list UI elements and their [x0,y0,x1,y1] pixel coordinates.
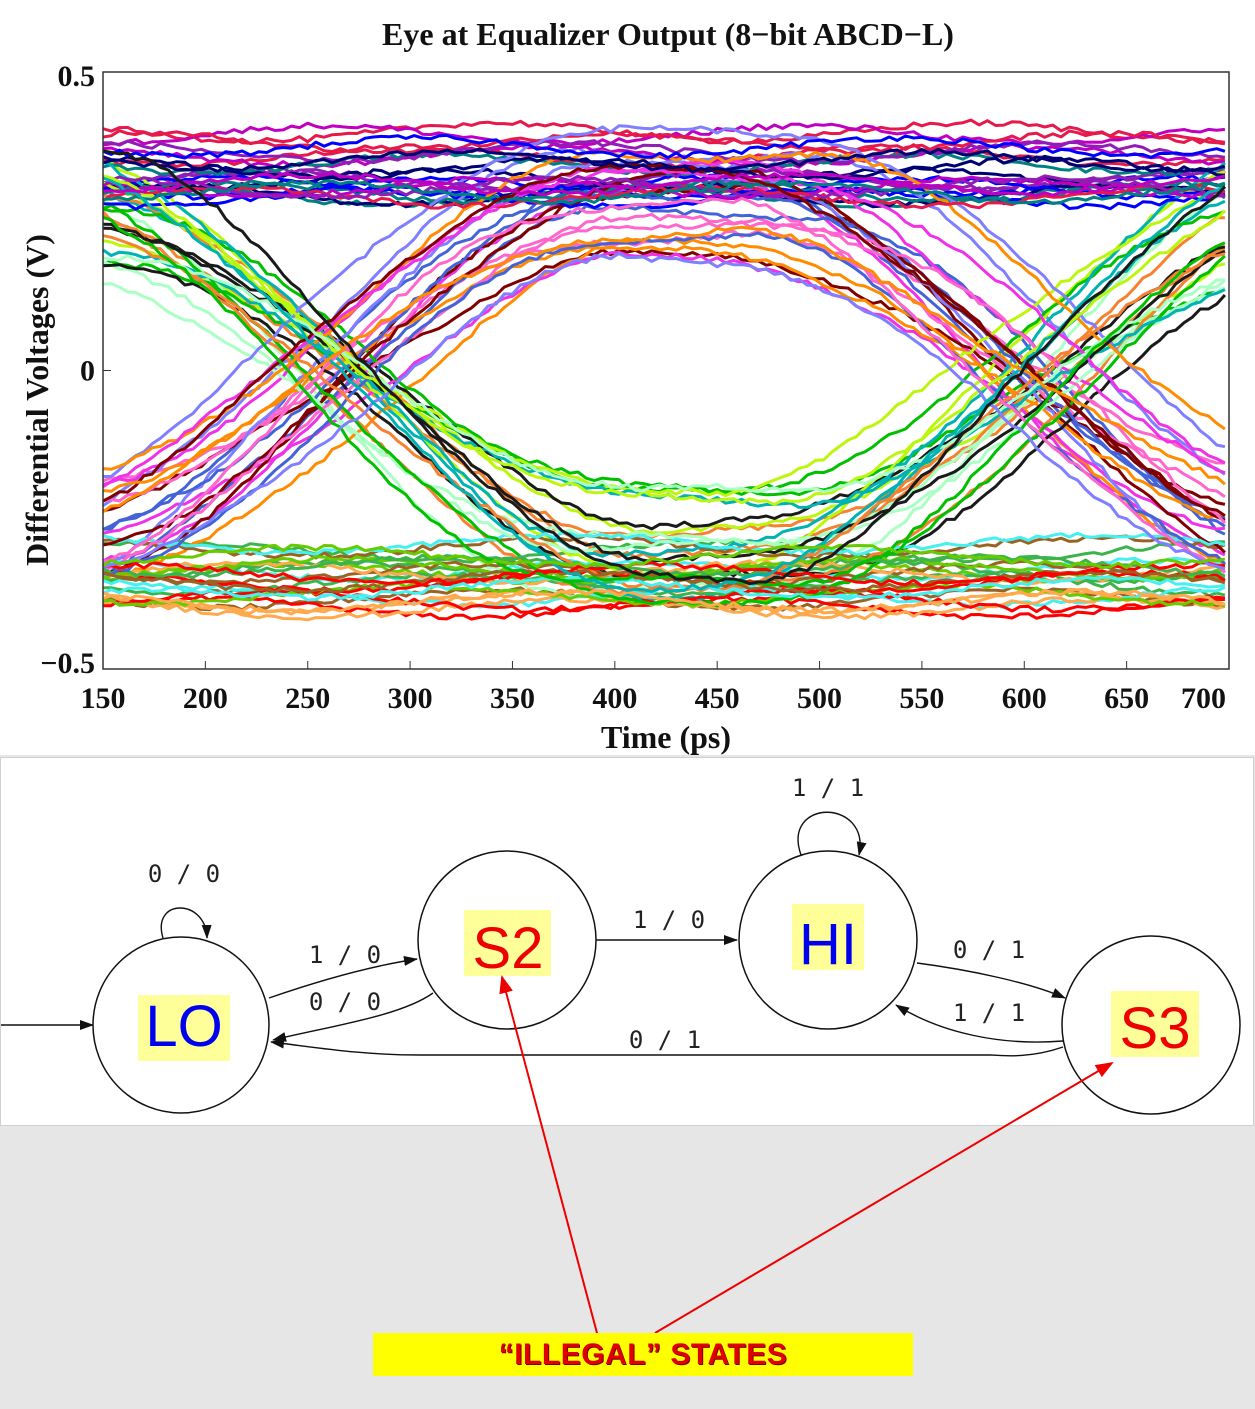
x-axis-label: Time (ps) [601,719,731,755]
eye-diagram-panel: Eye at Equalizer Output (8−bit ABCD−L) 1… [0,0,1255,755]
state-label-highlight [1111,991,1199,1057]
edge-label-hi-s3: 0 / 1 [953,936,1025,964]
x-axis-ticks: 150 200 250 300 350 400 450 500 550 600 650 700 [81,661,1230,715]
edge-label-lo-lo: 0 / 0 [148,860,220,888]
state-label-lo: LO [145,994,222,1059]
eye-trace [102,204,1226,494]
state-label-s2: S2 [473,916,544,981]
eye-diagram-chart: Eye at Equalizer Output (8−bit ABCD−L) 1… [19,16,1230,755]
illegal-states-label: “ILLEGAL” STATES [498,1337,788,1371]
y-tick-label: 0 [80,355,95,388]
eye-trace [102,129,1226,156]
edge-label-s2-hi: 1 / 0 [633,906,705,934]
x-tick-label: 200 [183,682,228,715]
edge-label-s3-lo: 0 / 1 [629,1026,701,1054]
state-label-hi: HI [799,912,857,977]
x-tick-label: 500 [797,682,842,715]
eye-trace [102,160,1226,558]
eye-trace [102,118,1226,146]
eye-trace [102,215,1226,588]
edge-s3-hi [895,1004,1064,1043]
eye-trace [102,245,1226,519]
eye-trace [102,184,1226,211]
x-tick-label: 550 [899,682,944,715]
edge-hi-s3 [916,962,1066,999]
edge-label-lo-s2: 1 / 0 [309,941,381,969]
eye-trace [102,139,1226,166]
x-tick-label: 150 [81,682,126,715]
x-tick-label: 600 [1002,682,1047,715]
state-lo: LO [92,936,270,1114]
eye-trace [102,181,1226,497]
eye-trace [102,171,1226,198]
x-tick-label: 400 [592,682,637,715]
edge-s3-lo [270,1038,1064,1057]
state-s3: S3 [1061,935,1241,1115]
x-tick-label: 300 [388,682,433,715]
eye-trace [102,190,1226,531]
state-machine-panel: 0 / 0 1 / 0 0 / 0 1 / 0 1 / 1 0 / 1 1 / … [0,757,1254,1126]
state-label-s3: S3 [1120,996,1191,1061]
eye-trace [102,204,1226,578]
eye-trace [103,178,1226,206]
edge-s2-lo [272,992,434,1042]
eye-trace [102,147,1226,174]
eye-trace [102,212,1227,574]
edge-lo-lo [160,907,212,939]
state-hi: HI [738,850,918,1030]
x-tick-label: 250 [285,682,330,715]
y-axis-label: Differential Voltages (V) [19,234,55,566]
state-s2: S2 [417,850,597,1030]
x-tick-label: 350 [490,682,535,715]
eye-trace [102,543,1226,570]
chart-title: Eye at Equalizer Output (8−bit ABCD−L) [382,16,954,52]
eye-trace [102,124,1226,479]
state-label-highlight [792,904,864,970]
state-label-highlight [138,995,230,1061]
eye-trace [102,196,1226,574]
eye-trace [102,183,1226,210]
eye-trace [102,560,1225,588]
eye-trace [102,559,1226,586]
eye-trace [102,176,1226,594]
y-tick-label: 0.5 [58,60,96,93]
eye-trace [102,225,1226,493]
y-tick-label: −0.5 [40,647,95,680]
eye-trace [102,581,1226,608]
edge-label-s2-lo: 0 / 0 [309,988,381,1016]
eye-trace [102,133,1226,160]
eye-trace [102,575,1226,602]
x-tick-label: 650 [1104,682,1149,715]
state-machine-diagram: 0 / 0 1 / 0 0 / 0 1 / 0 1 / 1 0 / 1 1 / … [1,774,1241,1115]
state-label-highlight [464,910,551,976]
edge-lo-s2 [268,956,418,999]
edge-hi-hi [797,811,867,856]
edge-label-hi-hi: 1 / 1 [792,774,864,802]
eye-trace [102,251,1226,571]
illegal-states-callout: “ILLEGAL” STATES [373,1333,913,1376]
edge-label-s3-hi: 1 / 1 [953,999,1025,1027]
eye-trace [102,587,1225,615]
y-axis-ticks: 0.5 0 −0.5 [40,60,111,680]
eye-trace [102,174,1226,507]
eye-traces [101,118,1227,622]
eye-trace [102,260,1226,547]
eye-trace [102,149,1226,586]
x-tick-label: 450 [695,682,740,715]
x-tick-label: 700 [1181,682,1226,715]
